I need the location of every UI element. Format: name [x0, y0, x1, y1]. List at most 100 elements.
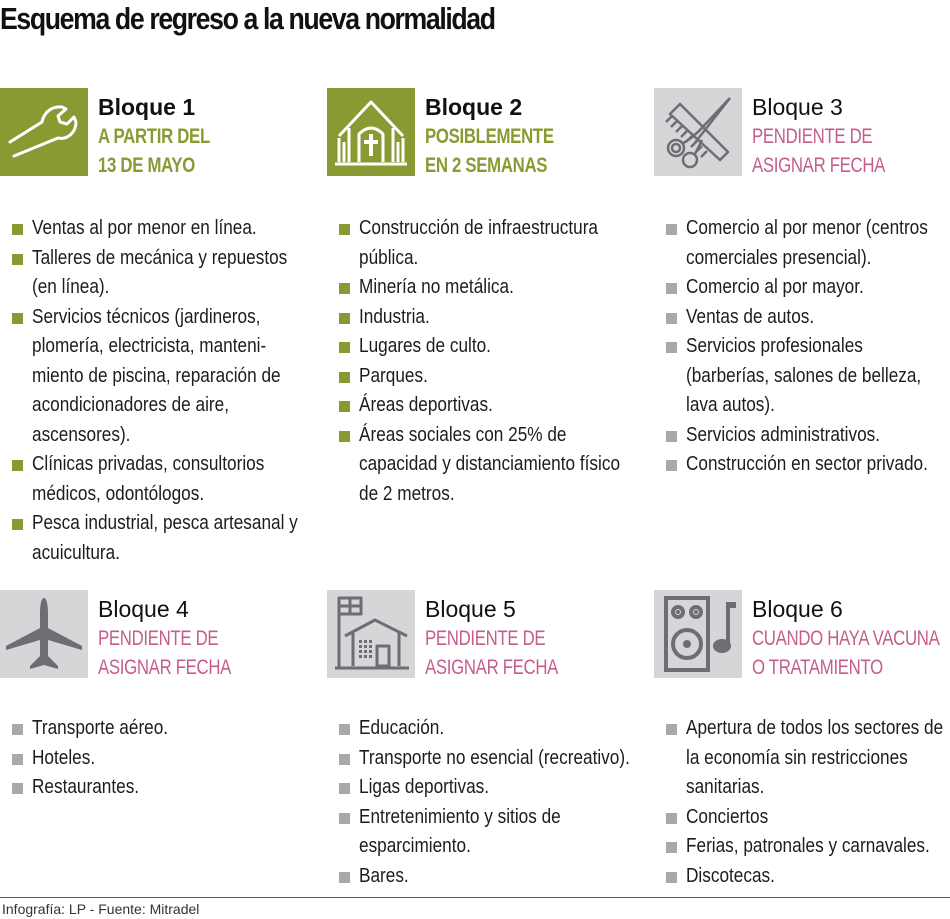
- footer-divider: [0, 897, 950, 898]
- block-name: Bloque 1: [98, 94, 196, 120]
- icon-box: [327, 88, 415, 176]
- icon-box: [327, 590, 415, 678]
- block-heading: Bloque 4 PENDIENTE DE ASIGNAR FECHA: [98, 594, 264, 682]
- block-status: POSIBLEMENTE: [425, 125, 554, 148]
- block-header: Bloque 3 PENDIENTE DE ASIGNAR FECHA: [654, 88, 950, 178]
- icon-box: [0, 88, 88, 176]
- list-item: Comercio al por mayor.: [654, 273, 950, 303]
- block-name: Bloque 3: [752, 94, 843, 120]
- block-item-list: Ventas al por menor en línea. Talleres d…: [0, 214, 310, 568]
- block-heading: Bloque 5 PENDIENTE DE ASIGNAR FECHA: [425, 594, 591, 682]
- block-status: 13 DE MAYO: [98, 154, 196, 177]
- block-heading: Bloque 2 POSIBLEMENTE EN 2 SEMANAS: [425, 92, 586, 180]
- block-header: Bloque 1 A PARTIR DEL 13 DE MAYO: [0, 88, 300, 178]
- square-bullet-icon: [339, 812, 350, 824]
- list-item: Discotecas.: [654, 862, 950, 892]
- square-bullet-icon: [666, 342, 677, 353]
- square-bullet-icon: [666, 724, 677, 735]
- square-bullet-icon: [666, 224, 677, 235]
- block-name: Bloque 6: [752, 596, 843, 622]
- list-item: Ferias, patronales y carnavales.: [654, 832, 950, 862]
- block-name: Bloque 4: [98, 596, 189, 622]
- block-header: Bloque 2 POSIBLEMENTE EN 2 SEMANAS: [327, 88, 627, 178]
- list-item: Comercio al por menor (centros comercial…: [654, 214, 950, 273]
- wrench-icon: [8, 105, 78, 158]
- block-item-list: Educación. Transporte no esencial (recre…: [327, 714, 647, 891]
- block-status: ASIGNAR FECHA: [752, 154, 886, 177]
- icon-box: [0, 590, 88, 678]
- square-bullet-icon: [666, 812, 677, 824]
- list-item: Áreas sociales con 25% de capacidad y di…: [327, 421, 627, 510]
- list-item: Áreas deportivas.: [327, 391, 627, 421]
- list-item: Ventas de autos.: [654, 303, 950, 333]
- list-item: Conciertos: [654, 803, 950, 833]
- square-bullet-icon: [339, 283, 350, 294]
- block-status: ASIGNAR FECHA: [425, 656, 559, 679]
- block-status: PENDIENTE DE: [425, 627, 546, 650]
- block-item-list: Apertura de todos los sectores de la eco…: [654, 714, 950, 891]
- list-item: Construcción de infraestructura pública.: [327, 214, 627, 273]
- square-bullet-icon: [12, 312, 23, 324]
- square-bullet-icon: [12, 519, 23, 530]
- list-item: Minería no metálica.: [327, 273, 627, 303]
- list-item: Parques.: [327, 362, 627, 392]
- square-bullet-icon: [339, 724, 350, 735]
- block-status: PENDIENTE DE: [98, 627, 219, 650]
- block-header: Bloque 4 PENDIENTE DE ASIGNAR FECHA: [0, 590, 300, 680]
- block-item-list: Transporte aéreo. Hoteles. Restaurantes.: [0, 714, 310, 803]
- square-bullet-icon: [339, 783, 350, 794]
- list-item: Industria.: [327, 303, 627, 333]
- block-1: Bloque 1 A PARTIR DEL 13 DE MAYO Ventas …: [0, 88, 300, 564]
- icon-box: [654, 88, 742, 176]
- block-status: ASIGNAR FECHA: [98, 656, 232, 679]
- block-header: Bloque 5 PENDIENTE DE ASIGNAR FECHA: [327, 590, 627, 680]
- block-status: A PARTIR DEL: [98, 125, 210, 148]
- block-3: Bloque 3 PENDIENTE DE ASIGNAR FECHA Come…: [654, 88, 950, 475]
- square-bullet-icon: [666, 283, 677, 294]
- square-bullet-icon: [12, 224, 23, 235]
- list-item: Servicios profesionales (barberías, salo…: [654, 332, 950, 421]
- list-item: Entretenimiento y sitios de esparcimient…: [327, 803, 647, 862]
- block-item-list: Construcción de infraestructura pública.…: [327, 214, 627, 509]
- list-item: Servicios administrativos.: [654, 421, 950, 451]
- block-heading: Bloque 6 CUANDO HAYA VACUNA O TRATAMIENT…: [752, 594, 950, 682]
- square-bullet-icon: [666, 312, 677, 324]
- school-icon: [335, 596, 409, 670]
- block-status: O TRATAMIENTO: [752, 656, 883, 679]
- list-item: Pesca industrial, pesca artesanal y acui…: [0, 509, 310, 568]
- square-bullet-icon: [666, 460, 677, 471]
- footer-credit: Infografía: LP - Fuente: Mitradel: [2, 901, 200, 917]
- block-status: CUANDO HAYA VACUNA: [752, 627, 940, 650]
- block-header: Bloque 6 CUANDO HAYA VACUNA O TRATAMIENT…: [654, 590, 950, 680]
- block-2: Bloque 2 POSIBLEMENTE EN 2 SEMANAS Const…: [327, 88, 627, 505]
- list-item: Servicios técnicos (jardineros, plomería…: [0, 303, 310, 451]
- square-bullet-icon: [339, 401, 350, 412]
- scissors-comb-icon: [665, 97, 731, 169]
- block-name: Bloque 2: [425, 94, 523, 120]
- list-item: Clínicas privadas, consultorios médicos,…: [0, 450, 310, 509]
- square-bullet-icon: [12, 724, 23, 735]
- square-bullet-icon: [12, 253, 23, 265]
- square-bullet-icon: [339, 342, 350, 353]
- list-item: Talleres de mecánica y repuestos (en lín…: [0, 244, 310, 303]
- square-bullet-icon: [12, 460, 23, 471]
- list-item: Transporte no esencial (recreativo).: [327, 744, 647, 774]
- list-item: Apertura de todos los sectores de la eco…: [654, 714, 950, 803]
- square-bullet-icon: [666, 430, 677, 442]
- block-5: Bloque 5 PENDIENTE DE ASIGNAR FECHA Educ…: [327, 590, 630, 887]
- square-bullet-icon: [339, 312, 350, 324]
- list-item: Ventas al por menor en línea.: [0, 214, 310, 244]
- list-item: Hoteles.: [0, 744, 310, 774]
- list-item: Restaurantes.: [0, 773, 310, 803]
- square-bullet-icon: [666, 871, 677, 883]
- airplane-icon: [6, 598, 82, 669]
- square-bullet-icon: [12, 753, 23, 765]
- square-bullet-icon: [339, 371, 350, 383]
- square-bullet-icon: [12, 783, 23, 794]
- block-item-list: Comercio al por menor (centros comercial…: [654, 214, 950, 480]
- speaker-music-icon: [664, 596, 736, 672]
- church-icon: [335, 100, 407, 166]
- block-heading: Bloque 1 A PARTIR DEL 13 DE MAYO: [98, 92, 238, 180]
- block-6: Bloque 6 CUANDO HAYA VACUNA O TRATAMIENT…: [654, 590, 950, 887]
- block-4: Bloque 4 PENDIENTE DE ASIGNAR FECHA Tran…: [0, 590, 300, 798]
